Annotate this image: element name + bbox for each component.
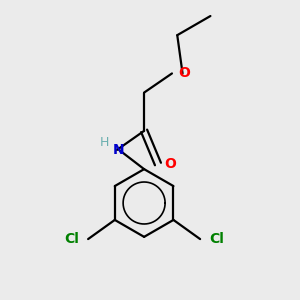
Text: N: N	[112, 143, 124, 157]
Text: Cl: Cl	[64, 232, 79, 246]
Text: O: O	[164, 157, 176, 171]
Text: Cl: Cl	[209, 232, 224, 246]
Text: H: H	[100, 136, 110, 148]
Text: O: O	[178, 66, 190, 80]
